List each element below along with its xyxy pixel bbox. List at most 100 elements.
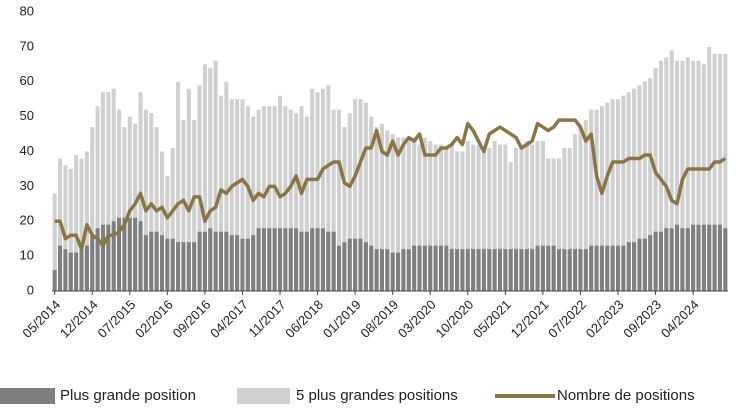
bar	[674, 60, 680, 292]
bar	[315, 92, 320, 292]
bar	[347, 113, 352, 291]
bar	[84, 245, 89, 291]
bar	[159, 151, 165, 291]
y-tick-label: 30	[20, 178, 34, 193]
bar	[685, 57, 690, 292]
bar	[497, 144, 503, 291]
bar	[455, 249, 460, 291]
bar	[578, 249, 583, 291]
bar	[143, 109, 148, 292]
bar	[229, 235, 234, 291]
bar	[396, 252, 401, 291]
bar	[626, 92, 631, 292]
bar	[610, 245, 615, 291]
bar	[680, 228, 685, 291]
bar	[519, 249, 524, 291]
bar	[181, 242, 186, 291]
bar	[476, 144, 481, 291]
bar	[315, 228, 320, 291]
bar	[422, 137, 427, 291]
bar	[235, 99, 240, 291]
bar	[261, 228, 266, 291]
bar	[632, 88, 637, 291]
bar	[154, 231, 159, 291]
bar	[637, 238, 642, 291]
x-tick-label: 07/2022	[545, 297, 589, 341]
x-tick-label: 05/2021	[470, 297, 514, 341]
y-tick-label: 70	[20, 38, 34, 53]
bar	[90, 235, 95, 291]
y-tick-label: 50	[20, 108, 34, 123]
bar	[594, 109, 599, 292]
bar	[465, 141, 470, 291]
bar	[245, 106, 250, 291]
legend-label: Plus grande position	[60, 387, 196, 404]
bar	[691, 224, 696, 291]
bar	[406, 249, 411, 291]
bar	[127, 116, 132, 291]
bar	[385, 130, 390, 291]
x-tick-label: 12/2021	[508, 297, 552, 341]
bar	[229, 99, 234, 291]
bar	[438, 144, 444, 291]
bar	[149, 231, 154, 291]
bar	[251, 116, 256, 291]
bar	[74, 252, 79, 291]
bar	[369, 116, 374, 291]
bar	[605, 102, 610, 291]
bar	[540, 141, 545, 291]
bar	[578, 127, 583, 292]
bar	[621, 95, 626, 291]
bar	[63, 165, 68, 291]
bar	[562, 148, 567, 291]
bar	[712, 224, 717, 291]
bar	[481, 151, 486, 291]
bar	[417, 144, 422, 291]
bar	[353, 238, 358, 291]
bar	[637, 85, 642, 291]
bar	[669, 50, 674, 291]
bar	[79, 249, 84, 291]
bar	[449, 249, 454, 291]
bar	[208, 67, 213, 291]
bar	[304, 231, 309, 291]
bar	[406, 137, 411, 291]
bar	[379, 123, 384, 291]
bar	[444, 148, 449, 291]
x-tick-label: 11/2017	[245, 297, 288, 340]
bar	[213, 60, 218, 292]
bar	[449, 144, 454, 291]
bar	[176, 81, 181, 291]
bar	[594, 245, 599, 291]
bar	[133, 123, 138, 291]
bar	[379, 249, 384, 291]
bar	[433, 245, 438, 291]
bar	[583, 120, 588, 291]
bar	[422, 245, 427, 291]
bar	[267, 228, 272, 291]
bar	[251, 235, 256, 291]
bar	[428, 141, 433, 291]
x-tick-label: 04/2017	[207, 297, 251, 341]
bar	[664, 228, 669, 291]
x-tick-label: 09/2023	[620, 297, 664, 341]
bar	[186, 88, 191, 291]
bar	[288, 109, 293, 292]
x-tick-label: 10/2020	[433, 297, 477, 341]
bar	[224, 81, 229, 291]
bar	[245, 238, 250, 291]
bar	[170, 238, 175, 291]
bar	[717, 53, 722, 291]
y-tick-label: 80	[20, 3, 34, 18]
bar	[573, 134, 578, 291]
bar	[138, 221, 143, 291]
bar	[240, 238, 245, 291]
bar	[599, 245, 604, 291]
bar	[369, 245, 374, 291]
bar	[363, 242, 368, 291]
bar	[524, 249, 529, 291]
y-tick-label: 40	[20, 143, 34, 158]
bar	[696, 60, 701, 292]
bar	[401, 249, 406, 291]
bar	[240, 99, 245, 291]
